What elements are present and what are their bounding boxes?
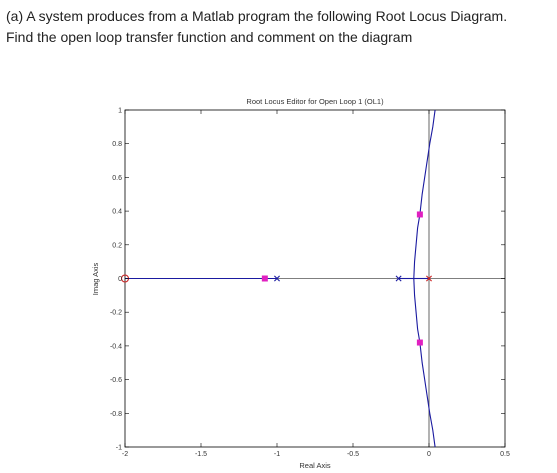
closed-loop-pole-marker — [416, 211, 423, 218]
y-tick-label: -0.8 — [110, 411, 122, 418]
y-tick-label: 0.8 — [112, 141, 122, 148]
pole-cross-stroke — [274, 275, 280, 282]
closed-loop-pole-marker — [261, 275, 268, 282]
chart-title: Root Locus Editor for Open Loop 1 (OL1) — [246, 97, 384, 106]
question-line-1: (a) A system produces from a Matlab prog… — [6, 8, 508, 24]
x-tick-label: 0 — [427, 451, 431, 458]
x-tick-label: -2 — [122, 451, 128, 458]
x-tick-label: -1.5 — [195, 451, 207, 458]
y-tick-label: 1 — [118, 108, 122, 115]
pole-cross-stroke — [426, 275, 432, 282]
y-tick-label: -1 — [116, 445, 122, 452]
locus-branch-5 — [413, 278, 436, 448]
y-axis-label: Imag Axis — [91, 262, 100, 295]
y-tick-label: 0.6 — [112, 175, 122, 182]
x-tick-label: -0.5 — [347, 451, 359, 458]
locus-branch-4 — [413, 109, 436, 279]
x-axis-label: Real Axis — [299, 461, 331, 470]
y-tick-label: -0.6 — [110, 377, 122, 384]
y-tick-label: -0.2 — [110, 310, 122, 317]
open-loop-pole-marker — [426, 275, 432, 282]
y-tick-label: 0.4 — [112, 209, 122, 216]
y-tick-label: 0 — [118, 276, 122, 283]
x-tick-label: 0.5 — [500, 451, 510, 458]
y-tick-label: 0.2 — [112, 242, 122, 249]
open-loop-pole-marker — [395, 275, 402, 282]
y-tick-label: -0.4 — [110, 343, 122, 350]
pole-cross-stroke — [395, 275, 402, 282]
x-tick-label: -1 — [274, 451, 280, 458]
question-line-2: Find the open loop transfer function and… — [6, 29, 413, 45]
open-loop-pole-marker — [274, 275, 280, 282]
closed-loop-pole-marker — [416, 339, 423, 346]
question-text: (a) A system produces from a Matlab prog… — [6, 6, 554, 48]
